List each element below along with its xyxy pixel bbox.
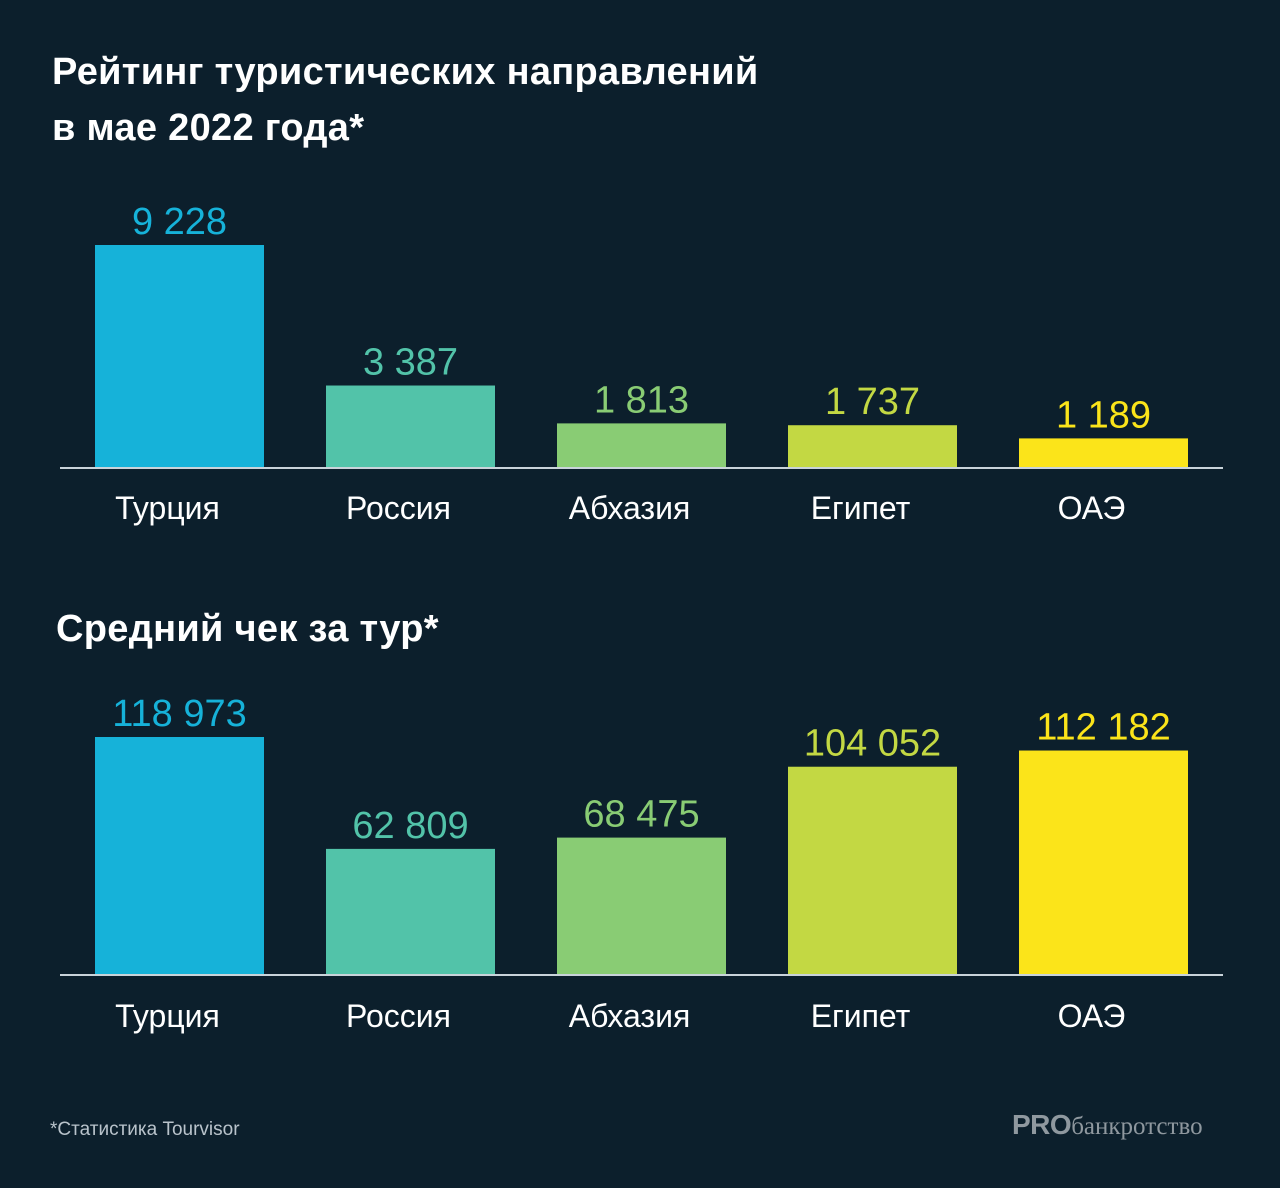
category-label-2-2: Абхазия [569,998,691,1034]
category-label-2-4: ОАЭ [1058,998,1126,1034]
bar-2-2 [557,837,726,974]
logo-rest-text: банкротство [1071,1113,1203,1140]
category-label-2-3: Египет [811,998,911,1034]
value-label-2-4: 112 182 [1036,707,1171,749]
tour-rating-chart-svg: 9 228 Турция 3 387 Россия 1 813 Абхазия 1 737 Е… [60,201,1223,526]
category-label-1-0: Турция [115,490,220,526]
value-label-1-2: 1 813 [594,379,689,421]
logo-pro-text: PRO [1012,1109,1072,1140]
average-check-chart-svg: 118 973 Турция 62 809 Россия 68 475 Абхазия 10… [60,693,1223,1034]
bar-2-4 [1019,750,1188,974]
bar-2-0 [95,737,264,974]
value-label-2-3: 104 052 [804,723,941,765]
category-label-1-2: Абхазия [569,490,691,526]
category-label-2-0: Турция [115,998,220,1034]
value-label-2-0: 118 973 [112,693,247,735]
brand-logo: PROбанкротство [1012,1109,1203,1141]
bar-1-3 [788,425,957,467]
bar-1-2 [557,423,726,467]
category-label-1-3: Египет [811,490,911,526]
bar-1-4 [1019,438,1188,467]
value-label-1-3: 1 737 [825,381,920,423]
value-label-1-0: 9 228 [132,201,227,243]
value-label-1-1: 3 387 [363,342,458,384]
bar-2-3 [788,766,957,974]
bar-1-1 [326,385,495,467]
average-check-chart: 118 973 Турция 62 809 Россия 68 475 Абхазия 10… [0,680,1280,1050]
chart2-title: Средний чек за тур* [56,608,439,650]
source-footnote: *Статистика Tourvisor [50,1119,240,1140]
bar-2-1 [326,848,495,974]
tour-rating-chart: 9 228 Турция 3 387 Россия 1 813 Абхазия 1 737 Е… [0,190,1280,540]
value-label-2-1: 62 809 [352,805,468,847]
category-label-1-1: Россия [346,490,451,526]
value-label-2-2: 68 475 [583,794,699,836]
chart1-title-line-2: в мае 2022 года* [52,107,365,149]
category-label-1-4: ОАЭ [1058,490,1126,526]
chart1-title-line-1: Рейтинг туристических направлений [52,51,759,93]
category-label-2-1: Россия [346,998,451,1034]
value-label-1-4: 1 189 [1056,394,1151,436]
bar-1-0 [95,245,264,467]
